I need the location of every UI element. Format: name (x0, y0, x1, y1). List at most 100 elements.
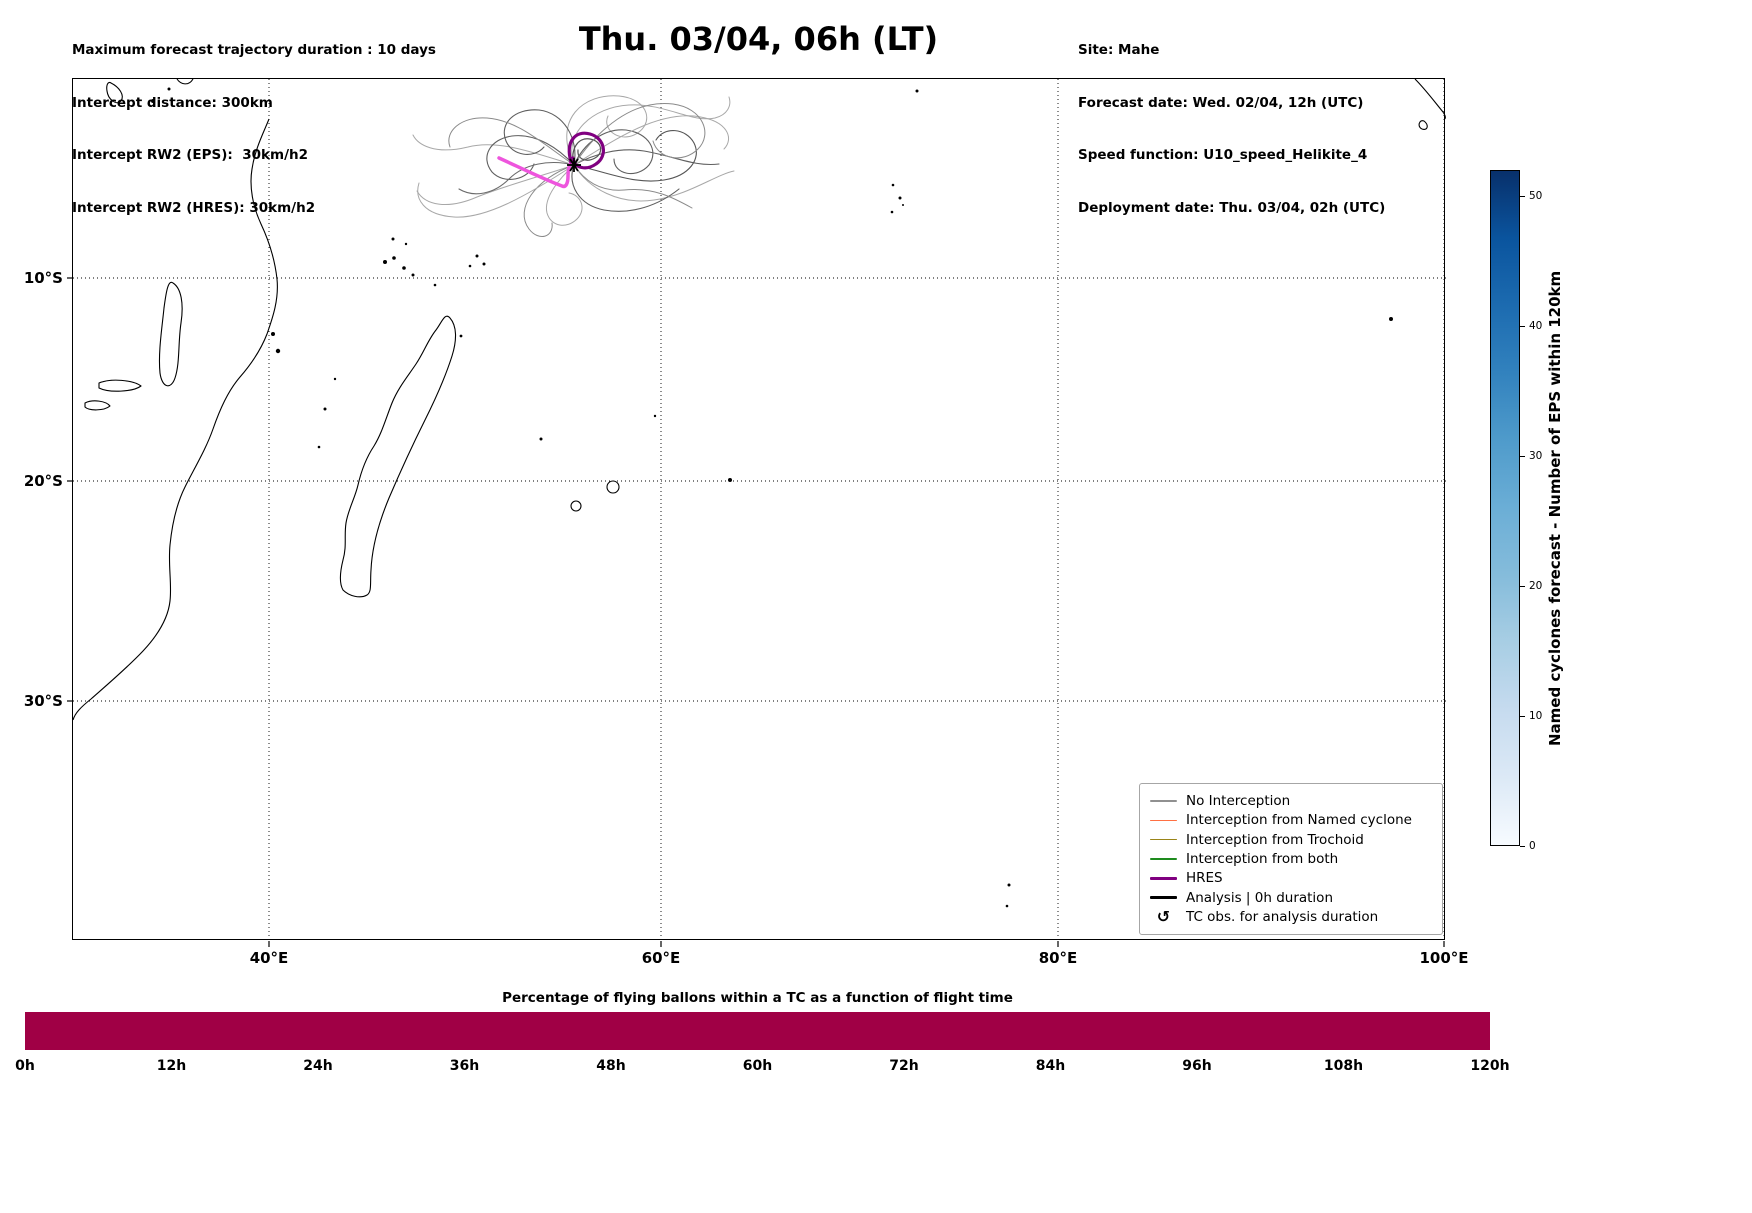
flight-time-tick-label: 48h (596, 1058, 626, 1074)
legend-label: Interception from Trochoid (1186, 831, 1364, 848)
y-tick-label: 20°S (23, 472, 63, 490)
coastline (1418, 120, 1428, 130)
colorbar-tick-label: 50 (1529, 190, 1543, 202)
island-dot (728, 478, 732, 482)
island-dot (333, 377, 337, 381)
flight-time-tick-label: 24h (303, 1058, 333, 1074)
eps-member-track (545, 164, 583, 226)
flight-time-tick-label: 12h (156, 1058, 187, 1074)
coastline (98, 379, 142, 392)
legend-label: TC obs. for analysis duration (1186, 908, 1379, 925)
island-dot (323, 407, 327, 411)
island-dot (151, 99, 155, 103)
flight-time-tick-label: 120h (1470, 1058, 1510, 1074)
eps-member-track (416, 164, 575, 205)
flight-time-tick-label: 60h (742, 1058, 773, 1074)
tc-observed-track (497, 156, 573, 189)
legend-label: Interception from both (1186, 850, 1339, 867)
legend-line-swatch (1150, 895, 1177, 900)
eps-member-track (573, 130, 697, 182)
valid-time-title: Thu. 03/04, 06h (LT) (578, 20, 939, 58)
eps-member-track (448, 117, 575, 166)
coastline (1414, 78, 1446, 120)
tc-obs-rotation-icon: ↺ (1156, 906, 1171, 926)
y-tick-label: 30°S (23, 692, 63, 710)
island-dot (411, 273, 415, 277)
island-dot (404, 242, 408, 246)
eps-member-track (573, 115, 729, 166)
map-panel: No Interception Interception from Named c… (24, 78, 1469, 967)
colorbar-label: Named cyclones forecast - Number of EPS … (1546, 270, 1564, 746)
eps-member-track (571, 164, 680, 212)
x-tick-label: 60°E (641, 949, 681, 967)
legend-label: HRES (1186, 870, 1223, 887)
coastline (106, 81, 123, 104)
map-svg (67, 78, 1446, 947)
coastline (72, 118, 278, 721)
island-dot (898, 196, 902, 200)
eps-member-track (572, 138, 602, 166)
info-site: Site: Mahe (1078, 42, 1160, 58)
coastline (84, 400, 111, 411)
colorbar-tick-label: 10 (1529, 710, 1543, 722)
eps-member-track (458, 162, 575, 195)
island-dot (1389, 317, 1393, 321)
legend-label: Analysis | 0h duration (1186, 889, 1333, 906)
flight-time-tick-label: 0h (15, 1058, 35, 1074)
island-dot (890, 210, 894, 214)
x-tick-label: 40°E (249, 949, 289, 967)
flight-time-tick-label: 108h (1323, 1058, 1364, 1074)
legend-label: Interception from Named cyclone (1186, 812, 1412, 829)
eps-member-track (566, 95, 648, 166)
island-dot (1005, 904, 1009, 908)
colorbar-tick-mark (1520, 716, 1525, 718)
island-dot (433, 283, 437, 287)
legend-line-swatch (1150, 800, 1177, 802)
site-forecast-info: Site: Mahe Forecast date: Wed. 02/04, 12… (1078, 7, 1385, 252)
eps-member-track (573, 164, 693, 209)
legend-line-swatch (1150, 838, 1177, 841)
param-intercept-rw2-hres: Intercept RW2 (HRES): 30km/h2 (72, 199, 316, 216)
eps-member-track (417, 164, 575, 218)
island-dot (539, 437, 543, 441)
colorbar-tick-label: 40 (1529, 320, 1543, 332)
eps-member-track (486, 135, 575, 180)
info-speed-function: Speed function: U10_speed_Helikite_4 (1078, 147, 1368, 163)
colorbar (1490, 170, 1520, 846)
colorbar-tick-mark (1520, 456, 1525, 458)
x-tick-label: 100°E (1419, 949, 1469, 967)
legend-item: ↺ TC obs. for analysis duration (1150, 908, 1432, 926)
colorbar-tick-label: 20 (1529, 580, 1543, 592)
x-tick-label: 80°E (1038, 949, 1078, 967)
param-max-duration: Maximum forecast trajectory duration : 1… (72, 42, 436, 58)
island-dot (275, 348, 281, 354)
eps-member-track (571, 96, 731, 166)
eps-member-track (573, 149, 720, 166)
island-dot (271, 332, 275, 336)
eps-member-track (573, 102, 706, 166)
island-dot (317, 445, 321, 449)
legend-item: Analysis | 0h duration (1150, 889, 1432, 907)
island-dot (1007, 883, 1011, 887)
legend-item: Interception from Trochoid (1150, 831, 1432, 849)
legend-item: No Interception (1150, 792, 1432, 810)
flight-time-tick-label: 36h (449, 1058, 480, 1074)
param-intercept-distance: Intercept distance: 300km (72, 94, 273, 111)
island-dot (653, 414, 657, 418)
island-dot (402, 266, 406, 270)
hres-track (567, 131, 605, 170)
flight-time-tick-label: 84h (1035, 1058, 1066, 1074)
island-dot (468, 264, 472, 268)
info-forecast-date: Forecast date: Wed. 02/04, 12h (UTC) (1078, 94, 1364, 111)
coastline (339, 315, 457, 598)
island-dot (167, 87, 171, 91)
island-outline (570, 500, 582, 512)
colorbar-tick-label: 0 (1529, 840, 1536, 852)
y-tick-label: 10°S (23, 269, 63, 287)
legend-item: Interception from Named cyclone (1150, 811, 1432, 829)
colorbar-tick-mark (1520, 586, 1525, 588)
legend-line-swatch (1150, 876, 1177, 881)
coastline (158, 281, 183, 387)
colorbar-tick-mark (1520, 846, 1525, 848)
legend-item: HRES (1150, 869, 1432, 887)
